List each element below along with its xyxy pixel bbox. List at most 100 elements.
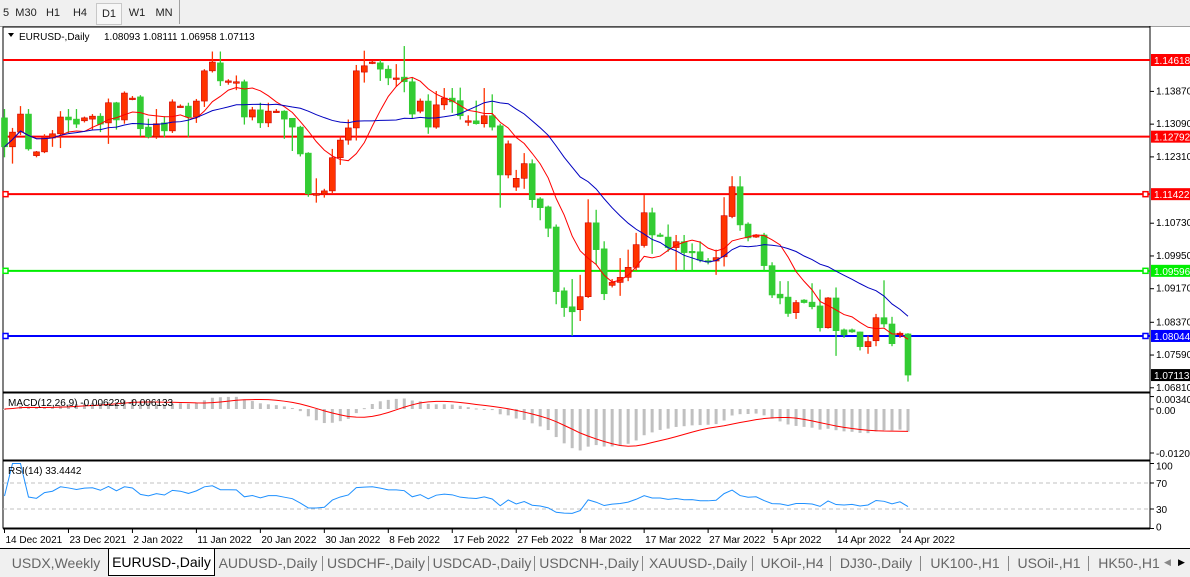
- macd-bar: [314, 409, 318, 421]
- chart-tab[interactable]: USDX,Weekly: [11, 555, 101, 571]
- candle-body: [656, 234, 664, 237]
- rsi-line: [4, 463, 909, 514]
- macd-signal-line: [4, 399, 909, 447]
- macd-bar: [826, 409, 830, 429]
- candle-body: [904, 333, 912, 376]
- fast-ma-line: [4, 76, 909, 340]
- chart-area[interactable]: 1.13870 1.13090 1.12310 1.10730 1.09950 1.091…: [0, 26, 1190, 548]
- candle: [488, 94, 496, 131]
- line-anchor-handle[interactable]: [2, 332, 9, 340]
- candle: [345, 119, 352, 145]
- chart-tab[interactable]: XAUUSD-,Daily: [648, 555, 747, 571]
- macd-bar: [770, 409, 774, 419]
- macd-bar: [242, 399, 246, 409]
- line-anchor-handle[interactable]: [1142, 190, 1149, 198]
- candle-body: [81, 117, 88, 122]
- rsi-tick-label: 100: [1156, 462, 1173, 473]
- macd-bar: [378, 401, 382, 409]
- candle: [305, 152, 312, 197]
- chart-tab[interactable]: USDCAD-,Daily: [432, 555, 532, 571]
- timeframe-w1[interactable]: W1: [128, 7, 146, 19]
- candle-body: [368, 61, 376, 64]
- macd-bar: [426, 403, 430, 409]
- chart-tab[interactable]: UK100-,H1: [930, 555, 1000, 571]
- candle-body: [784, 296, 792, 314]
- timeframe-m30[interactable]: M30: [15, 7, 37, 19]
- candle-body: [456, 100, 464, 117]
- macd-bar: [538, 409, 542, 427]
- timeframe-h1[interactable]: H1: [45, 7, 61, 19]
- macd-bar: [898, 409, 902, 430]
- macd-bar: [882, 409, 886, 431]
- macd-bar: [3, 409, 6, 410]
- chart-tab[interactable]: DJ30-,Daily: [839, 555, 913, 571]
- date-tick-label: 20 Jan 2022: [261, 535, 316, 546]
- macd-tick-label: 0.003408: [1156, 395, 1190, 406]
- candle: [904, 333, 912, 382]
- price-pane[interactable]: [1, 46, 1151, 382]
- candle-body: [297, 126, 304, 155]
- timeframe-m5[interactable]: 5: [2, 7, 10, 19]
- date-tick-label: 27 Mar 2022: [709, 535, 766, 546]
- macd-bar: [170, 403, 174, 409]
- macd-bar: [674, 409, 678, 427]
- scroll-left-icon[interactable]: ◀: [1164, 557, 1171, 567]
- candle: [600, 241, 608, 301]
- timeframe-mn[interactable]: MN: [155, 7, 173, 19]
- chart-tab[interactable]: AUDUSD-,Daily: [218, 555, 318, 571]
- date-tick-label: 17 Feb 2022: [453, 535, 510, 546]
- candle-body: [321, 190, 328, 195]
- date-tick-label: 2 Jan 2022: [133, 535, 183, 546]
- chart-menu-icon[interactable]: [8, 33, 14, 37]
- rsi-label: RSI(14) 33.4442: [8, 466, 82, 477]
- candle: [161, 116, 168, 138]
- candle: [760, 232, 768, 271]
- candle-body: [552, 226, 560, 292]
- candle: [353, 64, 360, 141]
- candle: [337, 136, 344, 165]
- rsi-pane[interactable]: [3, 463, 1150, 514]
- macd-bar: [466, 407, 470, 409]
- candle-body: [225, 80, 232, 83]
- candle-body: [392, 77, 400, 80]
- candle: [217, 51, 224, 86]
- candle: [57, 111, 64, 149]
- macd-bar: [682, 409, 686, 427]
- chart-tab[interactable]: USDCHF-,Daily: [327, 555, 425, 571]
- candle-body: [536, 198, 544, 208]
- macd-bar: [650, 409, 654, 433]
- chart-tab[interactable]: EURUSD-,Daily: [108, 549, 215, 576]
- candle-body: [209, 61, 216, 72]
- candle: [297, 125, 304, 157]
- chart-tab[interactable]: HK50-,H1: [1098, 555, 1160, 571]
- line-anchor-handle[interactable]: [2, 190, 9, 198]
- price-tick-label: 1.09950: [1156, 251, 1190, 262]
- date-tick-label: 5 Apr 2022: [773, 535, 822, 546]
- timeframe-h4[interactable]: H4: [72, 7, 88, 19]
- candle: [736, 176, 744, 231]
- candle-body: [792, 302, 800, 313]
- candle-body: [193, 100, 200, 118]
- candle-body: [233, 81, 240, 84]
- macd-bar: [842, 409, 846, 432]
- chart-tab[interactable]: UKOil-,H4: [760, 555, 824, 571]
- macd-bar: [730, 409, 734, 416]
- candle-body: [105, 102, 112, 124]
- candle: [584, 199, 592, 298]
- macd-bar: [34, 407, 38, 409]
- scroll-right-icon[interactable]: ▶: [1178, 557, 1185, 567]
- line-anchor-handle[interactable]: [1142, 267, 1149, 275]
- line-anchor-handle[interactable]: [1142, 332, 1149, 340]
- date-tick-label: 14 Apr 2022: [837, 535, 891, 546]
- timeframe-toolbar: 5 M30 H1 H4 D1 W1 MN: [0, 0, 1190, 27]
- candle: [81, 116, 88, 123]
- ohlc-label: 1.08093 1.08111 1.06958 1.07113: [104, 32, 255, 43]
- candle-body: [33, 151, 40, 156]
- chart-tab[interactable]: USDCNH-,Daily: [539, 555, 639, 571]
- line-anchor-handle[interactable]: [2, 267, 9, 275]
- timeframe-d1[interactable]: D1: [96, 3, 122, 25]
- macd-bar: [386, 399, 390, 409]
- candle: [824, 297, 832, 329]
- chart-tab[interactable]: USOil-,H1: [1017, 555, 1081, 571]
- macd-pane[interactable]: [3, 396, 910, 451]
